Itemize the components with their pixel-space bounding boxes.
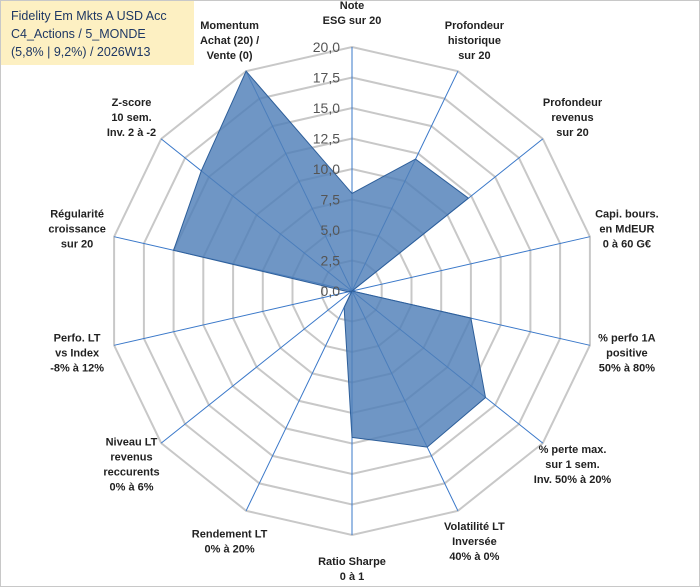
axis-label-group: Régularité croissance sur 20 [48, 209, 105, 251]
series-area [172, 70, 487, 448]
radial-tick-labels: 0,0 2,5 5,0 7,5 10,0 12,5 15,0 17,5 20,0 [313, 39, 340, 299]
axis-label: 0 à 1 [340, 571, 364, 583]
axis-label: % perfo 1A [598, 332, 656, 344]
axis-label: Régularité [50, 209, 104, 221]
axis-label: sur 20 [458, 50, 490, 62]
tick-label: 17,5 [313, 70, 340, 86]
axis-label-group: Z-score 10 sem. Inv. 2 à -2 [107, 97, 156, 139]
axis-label-group: Rendement LT 0% à 20% [192, 529, 268, 556]
tick-label: 0,0 [321, 283, 341, 299]
axis-label: Note [340, 0, 364, 12]
radar-series [172, 70, 487, 448]
axis-label: Rendement LT [192, 529, 268, 541]
tick-label: 2,5 [321, 253, 341, 269]
axis-labels: Note ESG sur 20 Profondeur historique sur 20… [48, 0, 658, 583]
axis-label: positive [606, 347, 648, 359]
axis-label: -8% à 12% [50, 362, 104, 374]
axis-label-group: Profondeur revenus sur 20 [543, 97, 603, 139]
axis-label: Vente (0) [207, 50, 253, 62]
spoke-line [160, 290, 353, 444]
axis-label: Inv. 50% à 20% [534, 474, 612, 486]
axis-label: 10 sem. [111, 112, 151, 124]
axis-label-group: % perte max. sur 1 sem. Inv. 50% à 20% [534, 444, 612, 486]
axis-label: croissance [48, 224, 105, 236]
axis-label: Achat (20) / [200, 35, 259, 47]
axis-label: revenus [551, 112, 593, 124]
axis-label: Inv. 2 à -2 [107, 127, 156, 139]
axis-label: Niveau LT [106, 436, 158, 448]
tick-label: 5,0 [321, 222, 341, 238]
chart-title-line-3: (5,8% | 9,2%) / 2026W13 [11, 45, 151, 59]
axis-label: 0 à 60 G€ [603, 239, 651, 251]
axis-label: vs Index [55, 347, 100, 359]
axis-label-group: Note ESG sur 20 [323, 0, 382, 27]
axis-label: sur 20 [61, 239, 93, 251]
axis-label: Ratio Sharpe [318, 556, 386, 568]
tick-label: 15,0 [313, 100, 340, 116]
axis-label: 50% à 80% [599, 362, 655, 374]
spoke-line [113, 290, 353, 346]
axis-label: historique [448, 35, 501, 47]
chart-title-box: Fidelity Em Mkts A USD Acc C4_Actions / … [1, 1, 194, 65]
spoke-line [351, 236, 591, 292]
axis-label: revenus [110, 451, 152, 463]
axis-label-group: Momentum Achat (20) / Vente (0) [200, 20, 259, 62]
axis-label: ESG sur 20 [323, 15, 382, 27]
axis-label: 40% à 0% [449, 551, 499, 563]
axis-label-group: Volatilité LT Inversée 40% à 0% [444, 521, 505, 563]
axis-label: % perte max. [539, 444, 607, 456]
axis-label: en MdEUR [599, 224, 654, 236]
axis-label: sur 1 sem. [545, 459, 599, 471]
axis-label: Volatilité LT [444, 521, 505, 533]
axis-label: sur 20 [556, 127, 588, 139]
axis-label: Profondeur [445, 20, 505, 32]
axis-label: Capi. bours. [595, 209, 659, 221]
axis-label-group: Profondeur historique sur 20 [445, 20, 505, 62]
axis-label-group: Capi. bours. en MdEUR 0 à 60 G€ [595, 209, 659, 251]
spoke-line [245, 290, 353, 512]
axis-label: Z-score [112, 97, 152, 109]
tick-label: 20,0 [313, 39, 340, 55]
chart-title-line-1: Fidelity Em Mkts A USD Acc [11, 9, 167, 23]
axis-label-group: % perfo 1A positive 50% à 80% [598, 332, 656, 374]
axis-label: reccurents [103, 466, 159, 478]
axis-label: Perfo. LT [54, 332, 101, 344]
tick-label: 10,0 [313, 161, 340, 177]
axis-label-group: Ratio Sharpe 0 à 1 [318, 556, 386, 583]
axis-label: 0% à 6% [109, 481, 153, 493]
axis-label: Inversée [452, 536, 497, 548]
axis-label-group: Perfo. LT vs Index -8% à 12% [50, 332, 104, 374]
axis-label-group: Niveau LT revenus reccurents 0% à 6% [103, 436, 159, 493]
axis-label: Momentum [200, 20, 259, 32]
tick-label: 12,5 [313, 131, 340, 147]
chart-title-line-2: C4_Actions / 5_MONDE [11, 27, 146, 41]
axis-label: 0% à 20% [205, 544, 255, 556]
tick-label: 7,5 [321, 192, 341, 208]
axis-label: Profondeur [543, 97, 603, 109]
